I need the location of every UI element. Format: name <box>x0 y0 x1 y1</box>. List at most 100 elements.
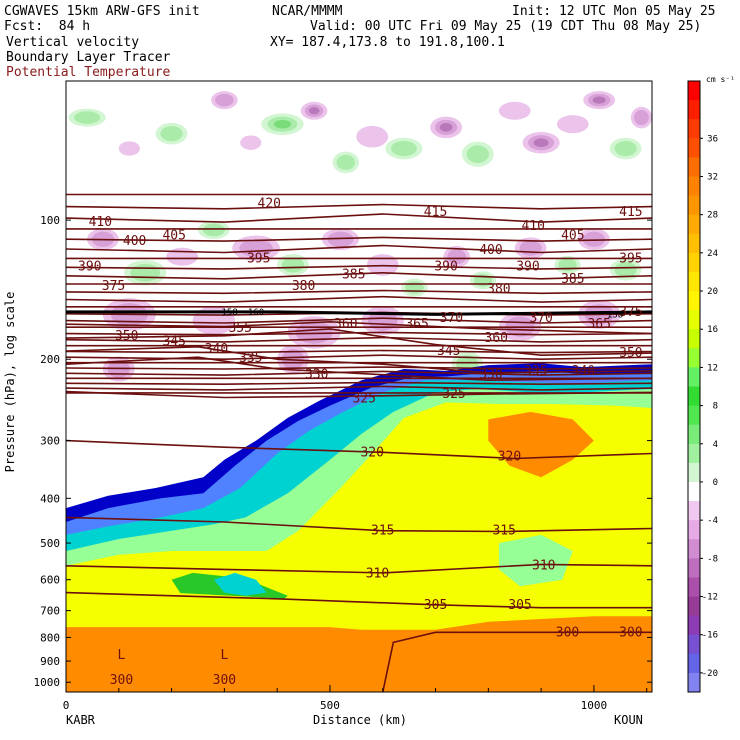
theta-contour-label: 420 <box>258 196 281 211</box>
vertical-velocity-cell <box>614 262 637 278</box>
theta-contour-label: 390 <box>434 259 457 274</box>
colorbar-swatch <box>688 634 700 655</box>
theta-contour-label: 335 <box>524 364 547 379</box>
theta-contour-label: 360 <box>485 331 508 346</box>
theta-contour <box>66 264 652 270</box>
vertical-velocity-cell <box>215 93 234 107</box>
colorbar-swatch <box>688 367 700 387</box>
vertical-velocity-cell <box>447 249 466 265</box>
theta-contour-label: 415 <box>424 205 447 220</box>
theta-contour-label: 400 <box>479 243 502 258</box>
theta-contour-label: 300 <box>556 625 579 640</box>
colorbar-swatch <box>688 462 700 483</box>
colorbar-tick-label: -4 <box>707 516 718 526</box>
colorbar-swatch <box>688 291 700 311</box>
theta-contour-label: 345 <box>162 334 185 349</box>
field-potential-temperature: Potential Temperature <box>6 65 171 80</box>
vertical-velocity-cell <box>166 247 199 266</box>
tracer-layer <box>498 534 573 587</box>
theta-contour <box>66 356 652 382</box>
colorbar-swatch <box>688 520 700 540</box>
low-marker: L <box>118 648 126 663</box>
vertical-velocity-cell <box>439 123 453 132</box>
theta-contour <box>66 244 652 254</box>
theta-contour-label: 320 <box>498 450 521 465</box>
theta-contour <box>66 317 652 324</box>
theta-contour-label: 410 <box>521 219 544 234</box>
theta-contour <box>66 516 652 533</box>
colorbar-swatch <box>688 81 700 101</box>
y-tick-label: 400 <box>40 492 60 505</box>
colorbar-tick-label: 0 <box>713 478 718 488</box>
vertical-velocity-cell <box>498 101 531 120</box>
tracer-layer <box>488 411 594 478</box>
vertical-velocity-cell <box>366 254 399 276</box>
colorbar-swatch <box>688 138 700 158</box>
colorbar-tick-label: 32 <box>707 172 718 182</box>
field-vertical-velocity: Vertical velocity <box>6 35 140 50</box>
theta-contour <box>66 295 652 303</box>
theta-contour <box>66 331 652 336</box>
theta-contour-label: 405 <box>162 229 185 244</box>
colorbar-tick-label: 24 <box>707 249 718 259</box>
theta-contour <box>66 349 652 354</box>
theta-contour-label: 395 <box>247 251 270 266</box>
vertical-velocity-cell <box>281 257 305 273</box>
theta-contour <box>66 439 652 460</box>
colorbar-swatch <box>688 672 700 693</box>
colorbar-swatch <box>688 348 700 368</box>
tropopause-label: 158 <box>607 310 623 320</box>
theta-contour-label: 320 <box>360 445 383 460</box>
colorbar-swatch <box>688 233 700 254</box>
theta-contour-label: 315 <box>371 524 394 539</box>
theta-contour-label: 310 <box>366 567 389 582</box>
colorbar-tick-label: 8 <box>713 402 718 412</box>
vertical-velocity-cell <box>273 119 291 129</box>
colorbar-swatch <box>688 577 700 598</box>
colorbar-swatch <box>688 405 700 426</box>
theta-contour <box>66 345 652 374</box>
y-tick-label: 200 <box>40 353 60 366</box>
theta-contour-label: 410 <box>89 215 112 230</box>
vertical-velocity-cell <box>240 135 262 150</box>
colorbar-swatch <box>688 443 700 464</box>
theta-contour <box>66 289 652 295</box>
x-tick-label: 0 <box>63 699 70 712</box>
field-boundary-layer-tracer: Boundary Layer Tracer <box>6 50 171 65</box>
colorbar-swatch <box>688 119 700 139</box>
theta-contour-label: 345 <box>437 344 460 359</box>
theta-contour-label: 380 <box>487 282 510 297</box>
vertical-velocity-cell <box>239 239 273 257</box>
vertical-velocity-cell <box>327 231 354 247</box>
theta-contour-label: 325 <box>442 387 465 402</box>
theta-contour <box>66 203 652 210</box>
colorbar-swatch <box>688 615 700 636</box>
x-axis-label: Distance (km) <box>313 713 407 727</box>
theta-contour-label: 365 <box>405 317 428 332</box>
colorbar-swatch <box>688 252 700 273</box>
left-endpoint-label: KABR <box>66 713 96 727</box>
colorbar-frame <box>687 80 701 693</box>
colorbar-tick-label: 4 <box>713 440 718 450</box>
right-endpoint-label: KOUN <box>614 713 643 727</box>
theta-contour-label: 350 <box>619 346 642 361</box>
colorbar-tick-label: -12 <box>702 593 718 603</box>
colorbar-swatch <box>688 310 700 330</box>
theta-contour-label: 335 <box>239 351 262 366</box>
theta-contour <box>66 236 652 242</box>
tracer-layer <box>213 572 267 596</box>
center-name: NCAR/MMMM <box>272 4 343 19</box>
y-tick-label: 600 <box>40 574 60 587</box>
colorbar-tick-label: -16 <box>702 631 718 641</box>
vertical-velocity-cell <box>160 126 183 142</box>
colorbar-unit: cm s⁻¹ <box>706 75 735 84</box>
theta-contour-label: 365 <box>587 317 610 332</box>
cross-section-endpoints: XY= 187.4,173.8 to 191.8,100.1 <box>270 35 505 50</box>
theta-contour-label: 300 <box>213 673 236 688</box>
theta-contour <box>66 390 652 399</box>
tracer-layer <box>66 616 652 692</box>
vertical-velocity-cell <box>390 140 417 157</box>
y-tick-label: 700 <box>40 605 60 618</box>
init-time: Init: 12 UTC Mon 05 May 25 <box>512 4 716 19</box>
